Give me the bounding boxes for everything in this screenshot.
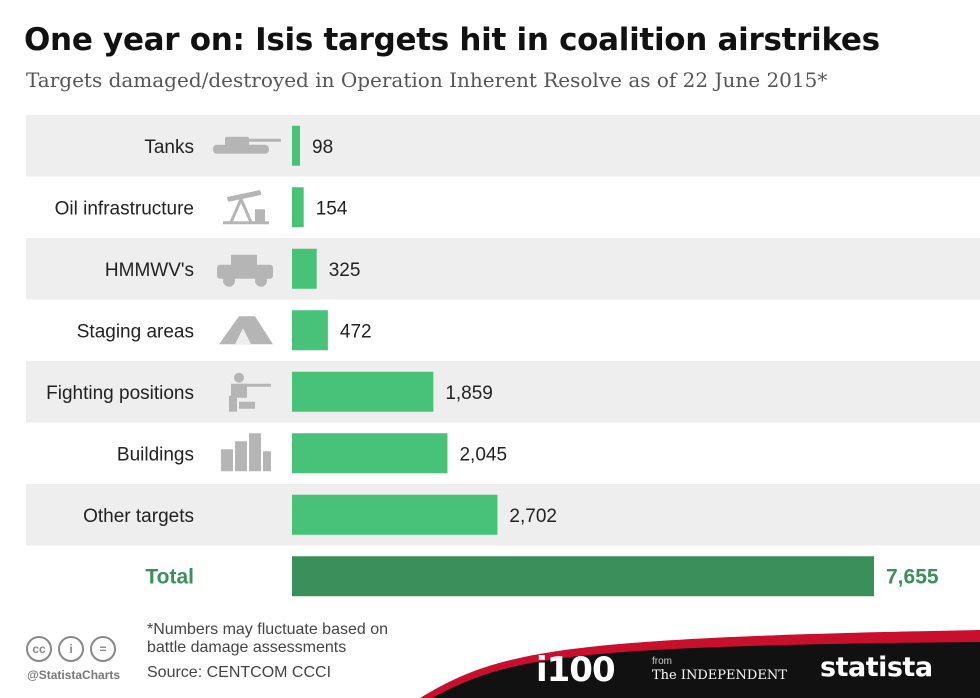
row-band-hmmwv-s — [26, 238, 980, 300]
bar-staging-areas — [292, 310, 328, 351]
independent-logo: The INDEPENDENT — [652, 668, 787, 683]
license-icons: cc i = — [26, 636, 116, 662]
statista-logo: statista — [820, 652, 933, 683]
tank-icon — [213, 136, 281, 154]
value-label-oil-infrastructure: 154 — [316, 198, 348, 219]
value-label-tanks: 98 — [312, 137, 333, 158]
row-band-tanks — [26, 115, 980, 177]
row-band-other-targets — [26, 484, 980, 546]
category-label-other-targets: Other targets — [83, 506, 194, 527]
i100-logo: i100 — [536, 650, 616, 690]
bar-tanks — [292, 125, 300, 166]
bar-buildings — [292, 433, 448, 474]
footnote: *Numbers may fluctuate based on battle d… — [147, 621, 389, 656]
value-label-hmmwv-s: 325 — [329, 260, 361, 281]
category-label-oil-infrastructure: Oil infrastructure — [55, 198, 194, 219]
bar-other-targets — [292, 494, 498, 535]
chart-title: One year on: Isis targets hit in coaliti… — [24, 22, 880, 58]
source: Source: CENTCOM CCCI — [147, 664, 332, 681]
bar-total — [292, 556, 874, 597]
soldier-icon — [229, 372, 271, 412]
bar-oil-infrastructure — [292, 187, 304, 228]
statista-handle: @StatistaCharts — [27, 668, 121, 682]
humvee-icon — [217, 254, 273, 287]
buildings-icon — [221, 433, 271, 472]
cc-icon: cc — [26, 636, 52, 662]
category-label-buildings: Buildings — [117, 444, 194, 465]
attribution-icon: i — [58, 636, 84, 662]
from-label: from — [652, 656, 672, 667]
oil-pump-icon — [223, 189, 269, 225]
category-label-staging-areas: Staging areas — [77, 321, 194, 342]
value-label-fighting-positions: 1,859 — [445, 383, 493, 404]
value-label-buildings: 2,045 — [459, 444, 507, 465]
value-label-other-targets: 2,702 — [509, 506, 557, 527]
bar-fighting-positions — [292, 371, 434, 412]
no-derivatives-icon: = — [90, 636, 116, 662]
row-band-fighting-positions — [26, 361, 980, 423]
category-label-hmmwv-s: HMMWV's — [105, 260, 194, 281]
category-label-fighting-positions: Fighting positions — [46, 383, 194, 404]
value-label-staging-areas: 472 — [340, 321, 372, 342]
chart-subtitle: Targets damaged/destroyed in Operation I… — [26, 68, 828, 92]
category-label-tanks: Tanks — [144, 137, 194, 158]
tent-icon — [219, 316, 273, 345]
bar-hmmwv-s — [292, 248, 317, 289]
category-label-total: Total — [145, 565, 194, 588]
value-label-total: 7,655 — [886, 565, 939, 588]
